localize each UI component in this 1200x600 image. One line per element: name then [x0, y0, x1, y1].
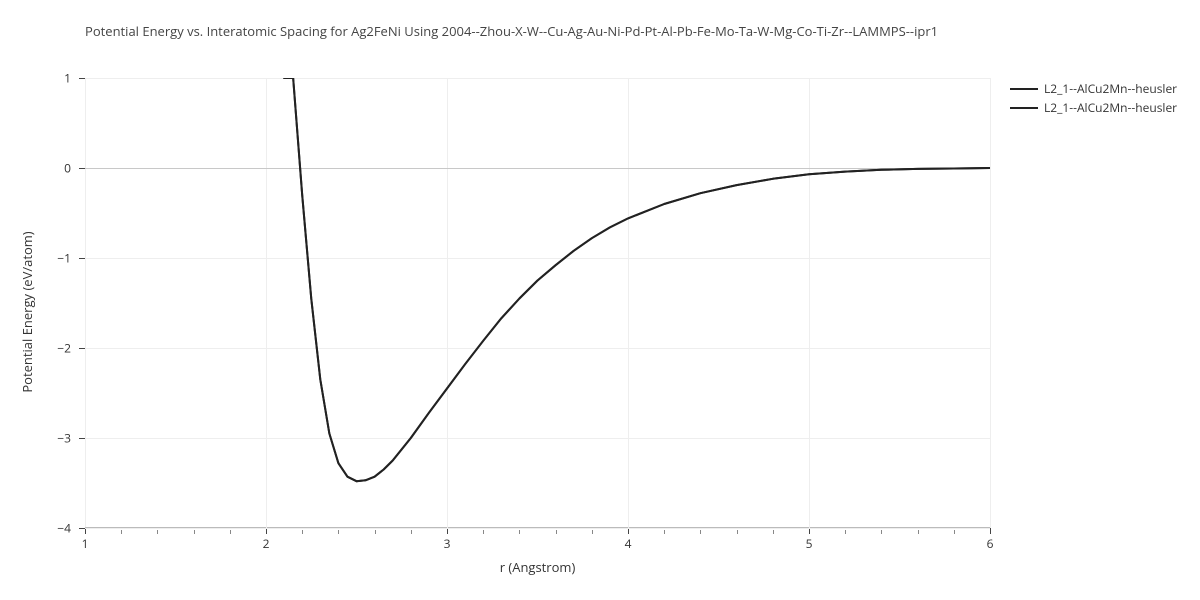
x-tick-minor	[881, 530, 882, 534]
y-tick	[79, 528, 85, 529]
x-tick-label: 1	[82, 535, 89, 552]
x-tick-minor	[375, 530, 376, 534]
x-tick-minor	[230, 530, 231, 534]
x-tick-label: 3	[444, 535, 451, 552]
legend-swatch	[1010, 88, 1038, 90]
x-axis-label: r (Angstrom)	[500, 558, 576, 576]
x-tick	[990, 528, 991, 534]
y-tick-label: −3	[57, 430, 71, 447]
x-tick-minor	[737, 530, 738, 534]
chart-title: Potential Energy vs. Interatomic Spacing…	[85, 22, 938, 40]
y-tick-label: −4	[57, 520, 71, 537]
gridline-v	[990, 78, 991, 528]
x-tick-label: 4	[625, 535, 632, 552]
x-tick-minor	[664, 530, 665, 534]
x-tick-minor	[700, 530, 701, 534]
legend-swatch	[1010, 107, 1038, 109]
x-tick-minor	[157, 530, 158, 534]
x-tick-minor	[519, 530, 520, 534]
series-line	[284, 78, 990, 481]
y-tick-label: −2	[57, 340, 71, 357]
x-tick-minor	[918, 530, 919, 534]
x-tick-minor	[592, 530, 593, 534]
legend-label: L2_1--AlCu2Mn--heusler	[1044, 99, 1177, 116]
series-line	[284, 78, 990, 481]
x-tick-minor	[483, 530, 484, 534]
x-tick-minor	[121, 530, 122, 534]
chart-svg	[85, 78, 990, 528]
legend-label: L2_1--AlCu2Mn--heusler	[1044, 80, 1177, 97]
legend: L2_1--AlCu2Mn--heusler L2_1--AlCu2Mn--heu…	[1010, 80, 1177, 118]
x-tick-minor	[302, 530, 303, 534]
y-tick-label: −1	[57, 250, 71, 267]
y-axis-label: Potential Energy (eV/atom)	[18, 231, 36, 392]
x-tick-minor	[194, 530, 195, 534]
x-tick-minor	[845, 530, 846, 534]
x-tick-minor	[954, 530, 955, 534]
legend-item[interactable]: L2_1--AlCu2Mn--heusler	[1010, 99, 1177, 116]
x-tick-minor	[773, 530, 774, 534]
plot-area: r (Angstrom) Potential Energy (eV/atom) …	[85, 78, 990, 528]
y-tick-label: 1	[64, 70, 71, 87]
x-tick-label: 5	[806, 535, 813, 552]
legend-item[interactable]: L2_1--AlCu2Mn--heusler	[1010, 80, 1177, 97]
y-tick-label: 0	[64, 160, 71, 177]
x-tick-minor	[556, 530, 557, 534]
x-tick-label: 2	[263, 535, 270, 552]
x-tick-minor	[338, 530, 339, 534]
gridline-h	[85, 528, 990, 529]
x-tick-label: 6	[987, 535, 994, 552]
x-tick-minor	[411, 530, 412, 534]
